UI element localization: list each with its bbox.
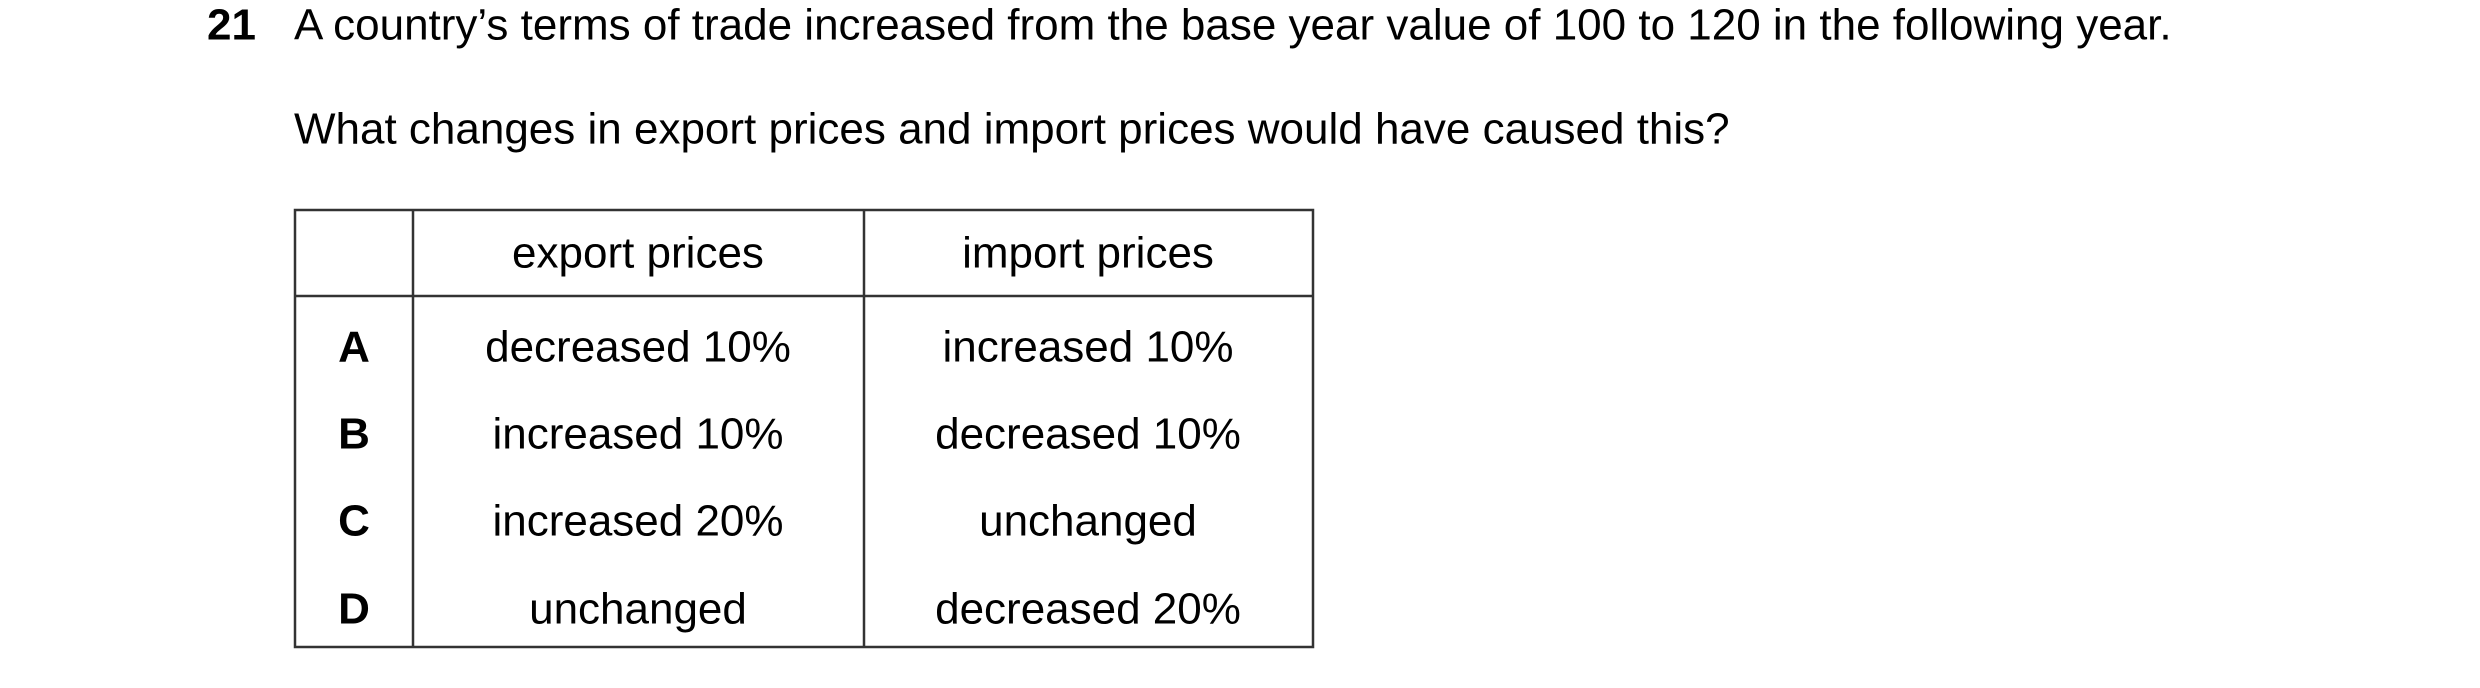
- table-cell: decreased 20%: [935, 585, 1241, 634]
- question-prompt: What changes in export prices and import…: [294, 105, 1730, 154]
- table-cell: decreased 10%: [935, 410, 1241, 459]
- option-letter: C: [338, 497, 370, 546]
- table-cell: increased 20%: [492, 497, 783, 546]
- table-cell: increased 10%: [942, 323, 1233, 372]
- option-letter: D: [338, 585, 370, 634]
- option-letter: A: [338, 323, 370, 372]
- table-border: [293, 208, 1315, 649]
- table-cell: increased 10%: [492, 410, 783, 459]
- question-text: A country’s terms of trade increased fro…: [294, 1, 2172, 50]
- column-header: export prices: [512, 229, 764, 278]
- option-letter: B: [338, 410, 370, 459]
- table-cell: unchanged: [529, 585, 747, 634]
- table-cell: decreased 10%: [485, 323, 791, 372]
- question-number: 21: [207, 1, 256, 50]
- table-cell: unchanged: [979, 497, 1197, 546]
- column-header: import prices: [962, 229, 1214, 278]
